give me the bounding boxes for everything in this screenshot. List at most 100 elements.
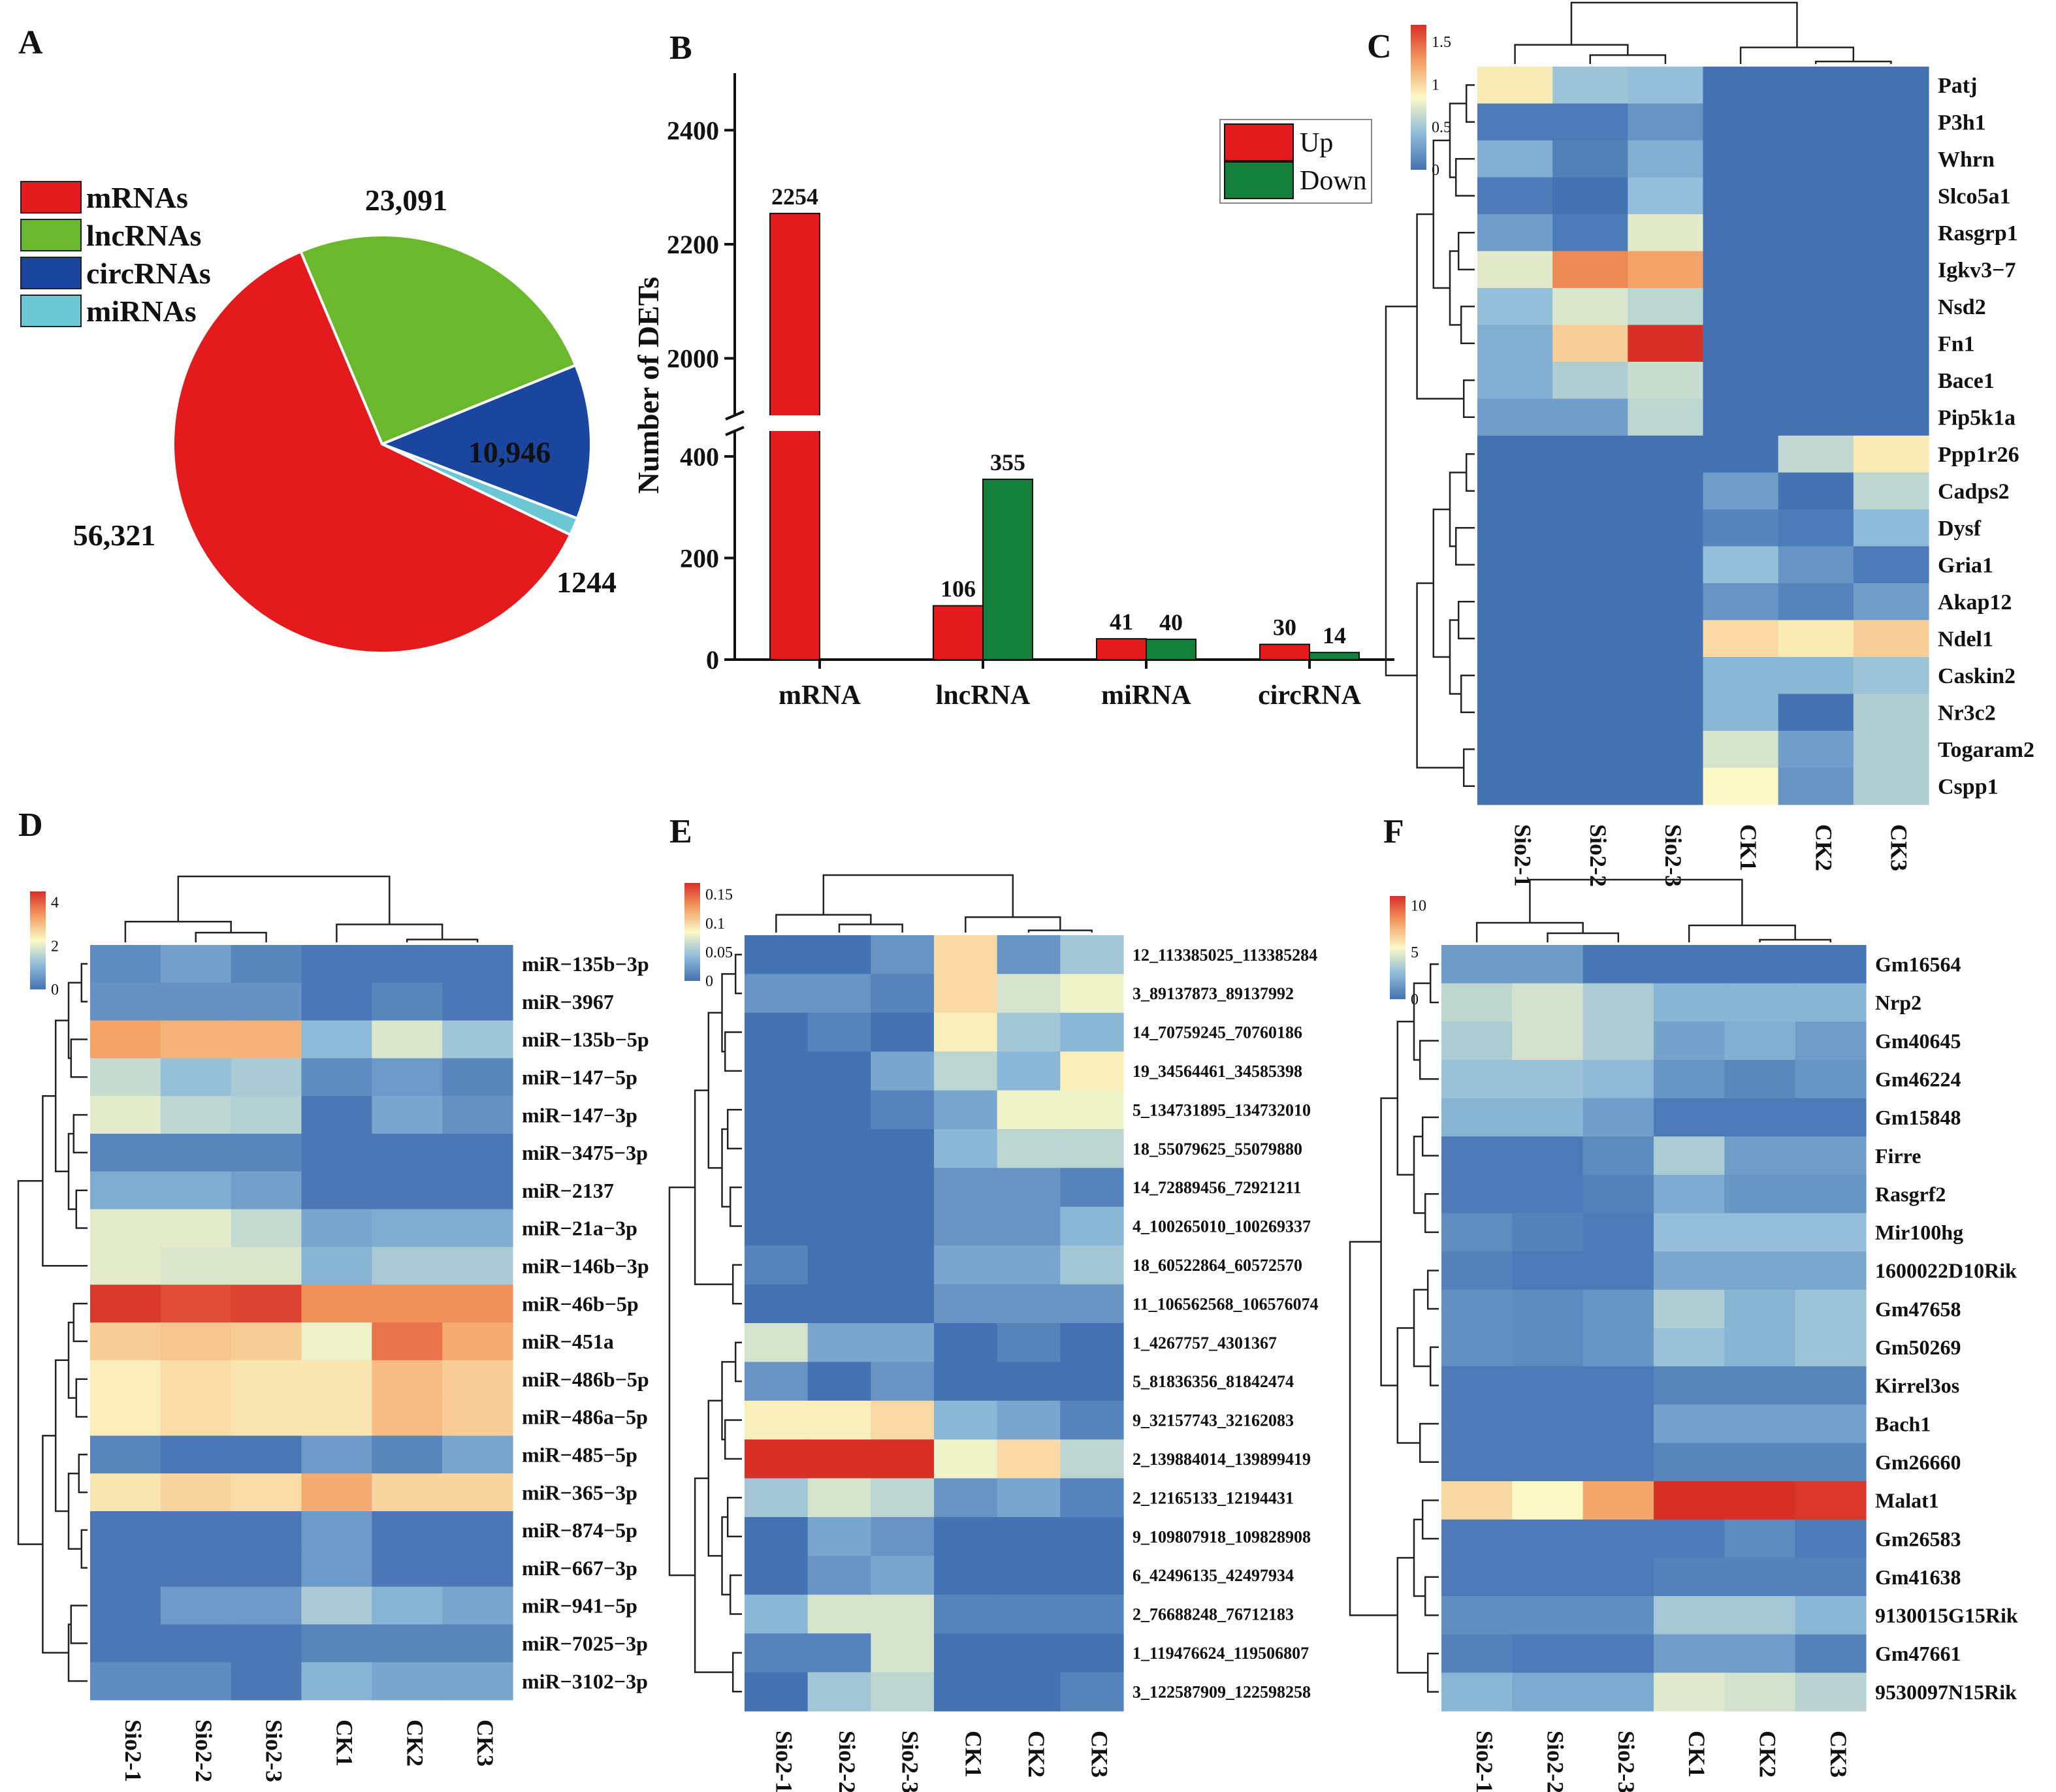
heatmap-cell <box>372 1586 443 1625</box>
heatmap-cell <box>745 1517 809 1556</box>
heatmap-cell <box>1628 214 1704 252</box>
heatmap-cell <box>372 1322 443 1361</box>
heatmap-cell <box>745 1284 809 1324</box>
heatmap-cell <box>442 1360 513 1399</box>
heatmap-cell <box>1582 1136 1654 1176</box>
heatmap-cell <box>807 1594 871 1634</box>
heatmap-cell <box>231 1209 302 1247</box>
heatmap-cell <box>997 1245 1061 1285</box>
heatmap-cell <box>1853 288 1929 326</box>
heatmap-cell <box>1628 620 1704 658</box>
row-label: miR−941−5p <box>522 1594 637 1618</box>
heatmap-cell <box>871 1672 935 1712</box>
heatmap-cell <box>372 1134 443 1172</box>
heatmap-cell <box>745 1594 809 1634</box>
heatmap-cell <box>1853 140 1929 178</box>
heatmap-cell <box>1724 1328 1796 1367</box>
heatmap-cell <box>1552 657 1628 695</box>
heatmap-cell <box>1060 1439 1124 1479</box>
dendrogram-branch <box>822 874 1014 918</box>
colorbar <box>1390 896 1405 999</box>
heatmap-cell <box>871 1284 935 1324</box>
heatmap-cell <box>1441 983 1513 1022</box>
heatmap-cell <box>1512 1059 1584 1099</box>
y-tick-label: 2200 <box>667 230 719 259</box>
heatmap-cell <box>1724 1558 1796 1597</box>
heatmap-cell <box>1628 325 1704 362</box>
heatmap-cell <box>1582 1596 1654 1635</box>
heatmap-cell <box>1441 1404 1513 1444</box>
heatmap-cell <box>1703 140 1779 178</box>
legend-entry: mRNAs <box>86 181 188 214</box>
row-label: Mir100hg <box>1875 1221 1963 1244</box>
heatmap-cell <box>807 1633 871 1673</box>
heatmap-cell <box>997 1517 1061 1556</box>
heatmap-cell <box>1654 1558 1725 1597</box>
heatmap-cell <box>301 945 372 984</box>
heatmap-cell <box>1441 945 1513 984</box>
heatmap-cell <box>1628 177 1704 215</box>
heatmap-cell <box>1552 325 1628 362</box>
column-label: CK1 <box>331 1720 357 1767</box>
heatmap-cell <box>1703 67 1779 104</box>
row-label: Pip5k1a <box>1938 406 2016 430</box>
colorbar-tick-label: 10 <box>1411 897 1426 914</box>
heatmap-cell <box>807 1323 871 1362</box>
heatmap-cell <box>1853 177 1929 215</box>
heatmap-cell <box>1477 694 1553 731</box>
pie-value-label: 10,946 <box>468 436 551 469</box>
heatmap-cell <box>160 1096 232 1134</box>
heatmap-cell <box>1477 731 1553 769</box>
column-label: CK3 <box>1087 1731 1113 1778</box>
bar-Up-circRNA <box>1259 643 1310 661</box>
row-label: Nrp2 <box>1875 991 1921 1014</box>
row-label: miR−667−3p <box>522 1556 637 1580</box>
heatmap-cell <box>997 1556 1061 1595</box>
colorbar-tick-label: 5 <box>1411 944 1419 961</box>
row-label: Nsd2 <box>1938 295 1986 319</box>
heatmap-cell <box>231 1020 302 1059</box>
heatmap-cell <box>871 1012 935 1052</box>
heatmap-cell <box>301 1322 372 1361</box>
heatmap-cell <box>1512 1443 1584 1482</box>
dendrogram-branch <box>668 1186 696 1576</box>
column-label: CK1 <box>1684 1731 1710 1778</box>
heatmap-cell <box>1795 945 1867 984</box>
heatmap-cell <box>90 1322 161 1361</box>
heatmap-cell <box>1552 731 1628 769</box>
heatmap-cell <box>1477 362 1553 400</box>
row-label: miR−365−3p <box>522 1480 637 1504</box>
heatmap-cell <box>1512 1021 1584 1061</box>
heatmap-cell <box>745 1168 809 1208</box>
column-label: Sio2-1 <box>1471 1731 1498 1792</box>
legend-entry: circRNAs <box>86 257 211 290</box>
heatmap-cell <box>442 1247 513 1285</box>
heatmap-cell <box>1853 767 1929 805</box>
heatmap-cell <box>160 1511 232 1550</box>
heatmap-cell <box>1654 1519 1725 1558</box>
heatmap-cell <box>301 1360 372 1399</box>
y-tick-label: 0 <box>706 645 719 675</box>
heatmap-cell <box>1477 620 1553 658</box>
heatmap-cell <box>442 1586 513 1625</box>
heatmap-cell <box>934 1517 998 1556</box>
y-tick-label: 400 <box>680 442 719 472</box>
heatmap-cell <box>1060 1556 1124 1595</box>
heatmap-cell <box>90 1134 161 1172</box>
heatmap-cell <box>1654 1328 1725 1367</box>
heatmap-cell <box>1582 1558 1654 1597</box>
heatmap-cell <box>1441 1481 1513 1520</box>
row-label: Malat1 <box>1875 1489 1939 1512</box>
heatmap-cell <box>1703 767 1779 805</box>
row-label: 3_122587909_122598258 <box>1132 1682 1311 1701</box>
row-label: 12_113385025_113385284 <box>1132 946 1317 965</box>
heatmap-cell <box>807 1129 871 1168</box>
heatmap-cell <box>1060 1284 1124 1324</box>
bar-Up-miRNA <box>1096 638 1147 660</box>
heatmap-cell <box>1795 1634 1867 1673</box>
heatmap-cell <box>1060 1012 1124 1052</box>
heatmap-cell <box>90 1020 161 1059</box>
heatmap-cell <box>372 1511 443 1550</box>
heatmap-cell <box>301 1209 372 1247</box>
heatmap-cell <box>1582 1443 1654 1482</box>
